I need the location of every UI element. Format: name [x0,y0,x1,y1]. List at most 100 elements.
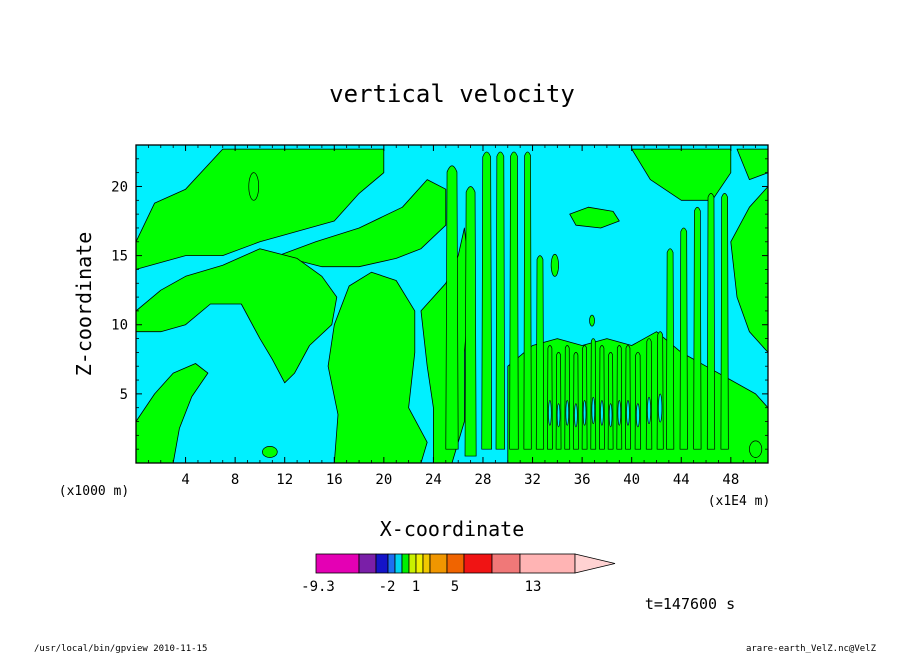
x-tick-label: 28 [475,472,492,488]
colorbar-arrow [574,553,616,574]
positive-blob-5 [749,440,763,458]
colorbar-tick-label: 5 [451,579,459,595]
colorbar-segment [429,553,448,574]
positive-stripe-12 [581,345,588,450]
positive-stripe-6 [523,151,532,450]
positive-region-3 [136,248,338,384]
x-tick-label: 36 [574,472,591,488]
colorbar-segment [491,553,521,574]
y-tick-label: 10 [111,318,128,334]
positive-region-2 [278,179,447,268]
negative-cell-17 [626,400,630,426]
x-units-left: (x1000 m) [59,484,129,499]
colorbar-segment [519,553,576,574]
x-tick-label: 20 [375,472,392,488]
positive-stripe-25 [720,193,729,450]
positive-stripe-17 [625,345,631,450]
colorbar-segment [358,553,377,574]
positive-region-5 [327,271,428,463]
positive-stripe-18 [634,352,642,450]
colorbar-segment [463,553,493,574]
negative-cell-20 [658,393,663,423]
colorbar-segment [422,553,431,574]
negative-cell-19 [647,396,651,425]
plot-area [135,144,769,464]
positive-stripe-3 [481,151,493,450]
positive-stripe-9 [555,352,562,450]
x-tick-label: 48 [722,472,739,488]
x-tick-label: 44 [673,472,690,488]
colorbar-segment [408,553,417,574]
plot-frame [135,144,769,464]
positive-stripe-21 [666,248,675,450]
positive-stripe-5 [509,151,519,450]
x-tick-label: 40 [623,472,640,488]
x-axis-ticks: 4 8 12 16 20 24 28 32 36 40 44 48 [147,145,757,488]
colorbar-segment [415,553,424,574]
colorbar-segment [446,553,465,574]
colorbar-segment [387,553,396,574]
positive-stripe-20 [656,331,664,450]
negative-cell-11 [574,403,578,428]
colorbar-tick-label: 1 [412,579,420,595]
positive-stripe-14 [599,345,605,450]
negative-cell-8 [548,400,552,426]
positive-stripe-13 [590,338,597,450]
positive-stripe-19 [645,338,653,450]
colorbar-labels: -9.3 -2 1 5 13 [301,579,541,595]
x-tick-label: 16 [326,472,343,488]
positive-stripe-2 [464,186,477,457]
negative-cell-16 [617,400,621,426]
footer-left: /usr/local/bin/gpview 2010-11-15 [34,644,207,654]
y-axis-ticks: 5 10 15 20 [111,158,768,450]
footer-right: arare-earth_VelZ.nc@VelZ [746,644,877,654]
positive-stripe-4 [495,151,506,450]
colorbar-segment [375,553,389,574]
positive-region-10 [730,186,768,353]
negative-cell-12 [582,400,587,426]
colorbar-segment [394,553,403,574]
negative-cell-10 [565,400,569,426]
x-tick-label: 24 [425,472,442,488]
positive-stripe-7 [535,255,545,450]
positive-region-8 [569,206,620,229]
negative-cell-15 [608,403,613,428]
colorbar-segment [401,553,410,574]
positive-stripe-11 [573,352,579,450]
positive-blob-3 [589,314,595,327]
positive-stripe-10 [564,345,571,450]
positive-region-1 [136,148,385,270]
positive-stripe-15 [607,352,614,450]
x-units-right: (x1E4 m) [708,494,771,509]
negative-cell-18 [636,403,640,428]
x-axis-label: X-coordinate [380,517,525,541]
chart-title: vertical velocity [329,80,575,108]
x-tick-label: 12 [276,472,293,488]
positive-region-11 [736,148,768,181]
negative-cell-14 [600,400,604,426]
positive-blob-4 [262,446,278,458]
positive-stripe-22 [679,227,688,450]
colorbar-segment [315,553,360,574]
positive-stripe-16 [616,345,623,450]
x-tick-label: 32 [524,472,541,488]
colorbar-tick-label: -2 [379,579,396,595]
x-tick-label: 4 [181,472,189,488]
negative-cell-9 [556,403,561,428]
colorbar [315,553,616,574]
colorbar-tick-label: -9.3 [301,579,335,595]
positive-stripe-24 [706,193,716,450]
negative-cell-13 [591,396,595,425]
y-tick-label: 5 [120,387,128,403]
time-label: t=147600 s [645,595,735,613]
positive-blob-1 [248,172,260,201]
positive-stripe-1 [445,165,459,450]
positive-region-4 [136,363,209,463]
positive-blob-2 [550,253,559,277]
positive-stripe-8 [547,345,553,450]
contour-fill-layer [136,148,768,463]
positive-stripe-23 [693,206,702,450]
colorbar-tick-label: 13 [525,579,542,595]
y-tick-label: 15 [111,249,128,265]
